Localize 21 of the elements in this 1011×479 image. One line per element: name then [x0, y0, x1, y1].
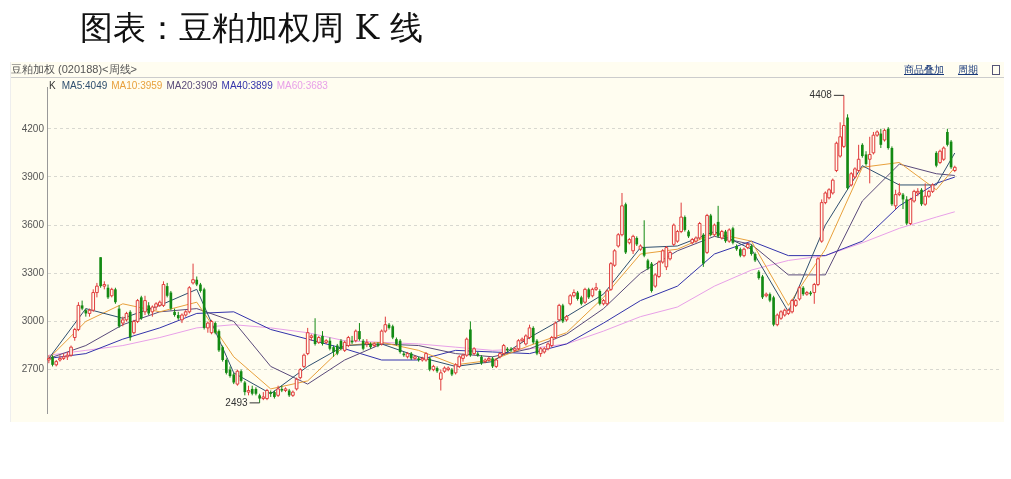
- y-tick-label: 4200: [21, 122, 45, 134]
- y-tick-label: 3900: [21, 170, 45, 182]
- y-tick-label: 3000: [21, 315, 45, 327]
- y-tick-label: 3300: [21, 267, 45, 279]
- text: MA60:3683: [276, 80, 328, 91]
- text: 周期: [958, 63, 978, 77]
- y-tick-label: 2700: [21, 363, 45, 375]
- candlestick: [376, 341, 380, 348]
- annotation: 4408: [809, 89, 833, 101]
- text: 商品叠加: [904, 63, 944, 77]
- candlestick: [761, 274, 764, 300]
- y-tick-label: 3600: [21, 218, 45, 230]
- text: MA5:4049: [61, 80, 108, 91]
- text: MA20:3909: [166, 80, 218, 91]
- legend-title: K: [49, 80, 56, 91]
- text: 豆粕加权 (020188)<周线>: [11, 62, 137, 77]
- chart-title: 图表：豆粕加权周 K 线: [80, 7, 423, 49]
- text: MA40:3899: [221, 80, 273, 91]
- candlestick: [139, 295, 143, 321]
- annotation: 2493: [225, 396, 249, 408]
- text: MA10:3959: [111, 80, 163, 91]
